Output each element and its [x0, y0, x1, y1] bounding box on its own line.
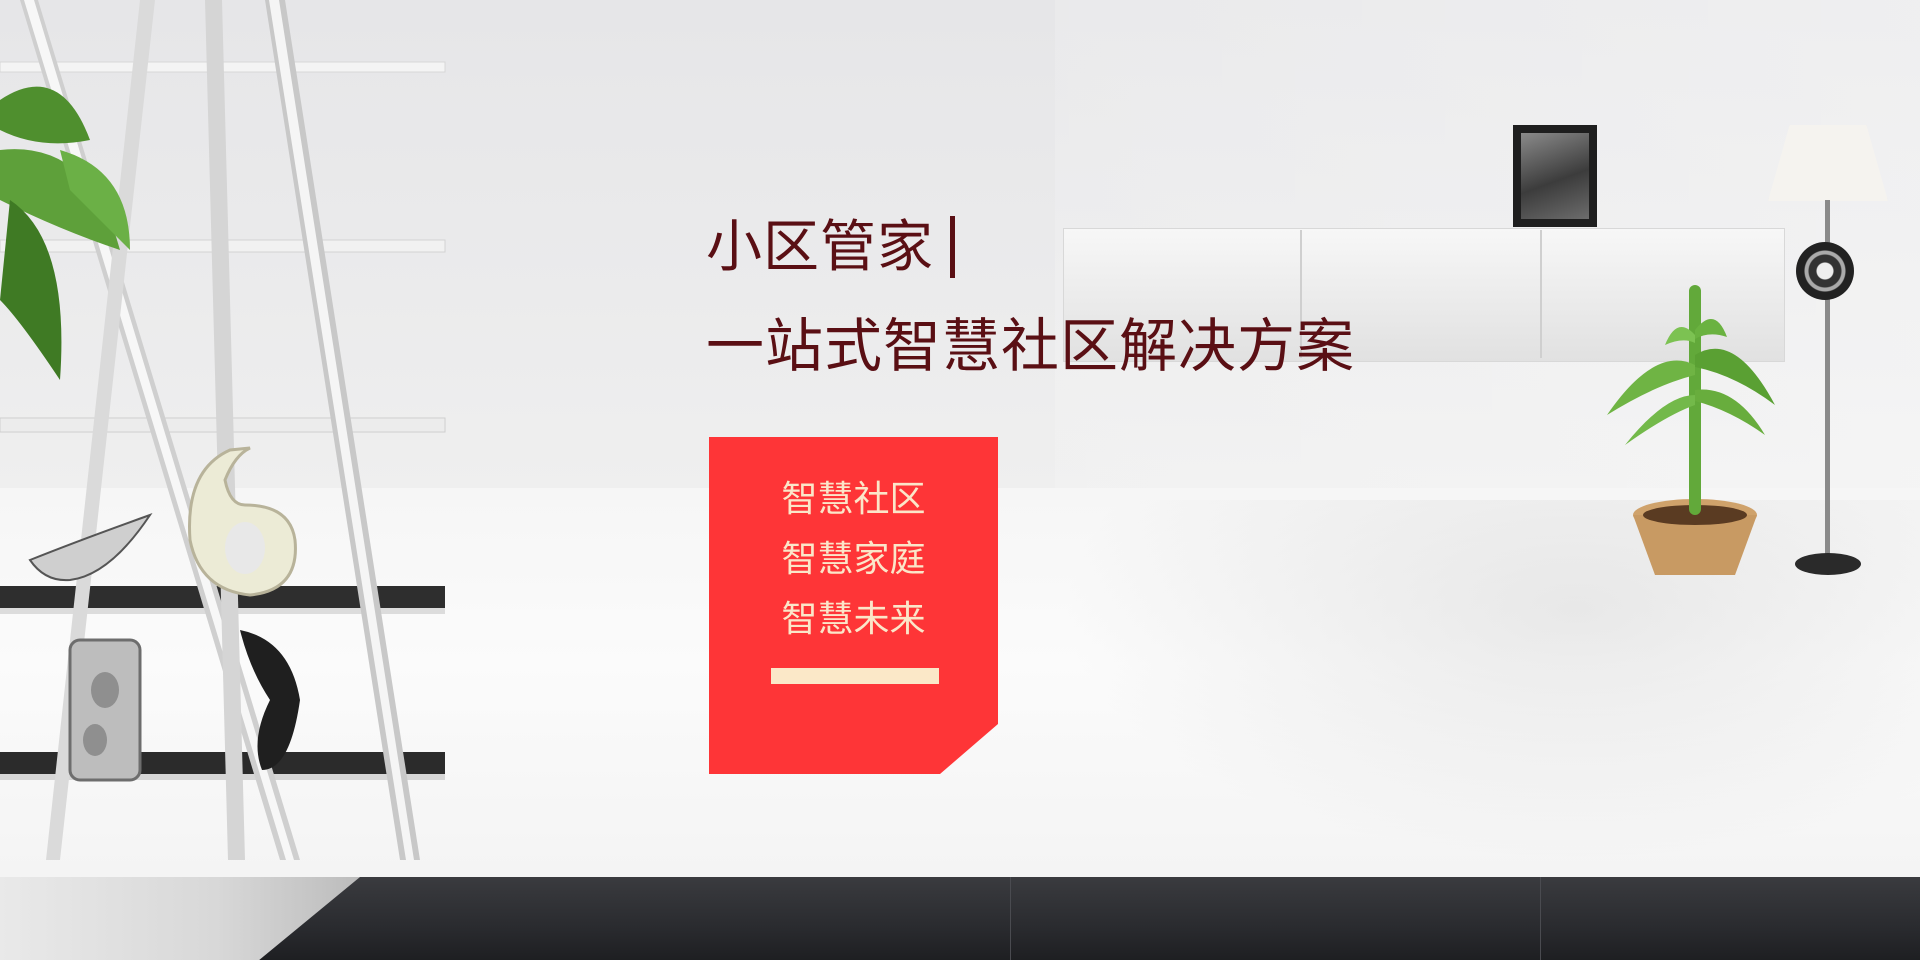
wall-cabinet-image	[1063, 228, 1785, 362]
floor-lamp-base	[1795, 553, 1861, 575]
shelf-image	[0, 0, 446, 860]
floor-lamp-shade	[1768, 125, 1888, 201]
floor-tile-seam	[1540, 877, 1541, 960]
floor-shadow	[1060, 500, 1920, 860]
card-item-smart-community: 智慧社区	[781, 479, 926, 520]
card-item-smart-home: 智慧家庭	[781, 539, 926, 580]
speaker-image	[1796, 242, 1854, 300]
card-item-smart-future: 智慧未来	[781, 599, 926, 640]
potted-plant-image	[1607, 285, 1775, 575]
floor-tile-seam	[1010, 877, 1011, 960]
card-underline	[771, 668, 939, 684]
picture-frame-photo	[1521, 133, 1589, 219]
hero-title: 小区管家	[706, 215, 934, 280]
feature-card	[709, 437, 998, 774]
floor-lamp-pole	[1825, 200, 1830, 560]
cabinet-divider	[1300, 230, 1302, 358]
cabinet-divider	[1540, 230, 1542, 358]
hero-subtitle: 一站式智慧社区解决方案	[706, 312, 1356, 380]
title-divider-bar	[950, 216, 955, 278]
